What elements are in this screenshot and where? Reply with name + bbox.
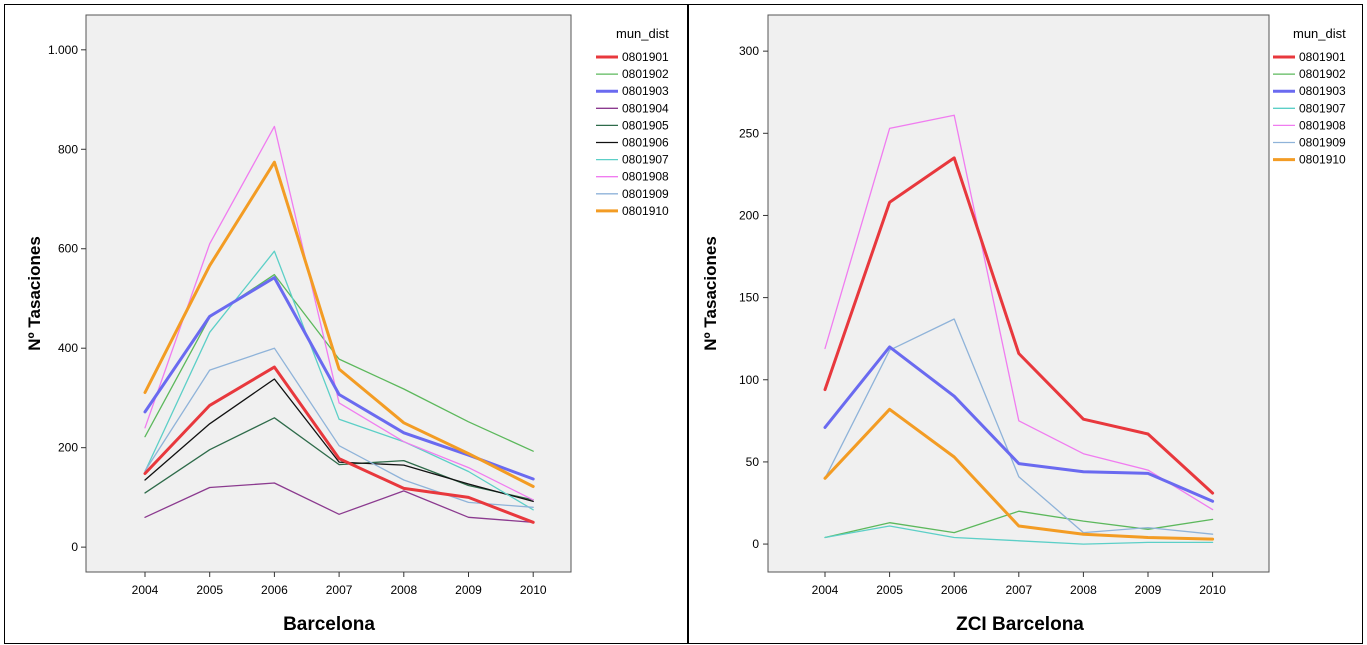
plot-area — [767, 14, 1270, 573]
legend-label-0801902: 0801902 — [1299, 67, 1346, 81]
legend-label-0801903: 0801903 — [1299, 84, 1346, 98]
x-tick-label: 2004 — [132, 583, 159, 597]
series-line-0801907 — [824, 525, 1214, 545]
series-line-0801901 — [143, 365, 535, 524]
x-tick-label: 2008 — [1070, 583, 1097, 597]
series-line-0801905 — [144, 417, 534, 501]
legend-label-0801904: 0801904 — [622, 101, 669, 115]
legend-label-0801908: 0801908 — [1299, 118, 1346, 132]
chart-caption: Barcelona — [283, 614, 375, 635]
y-tick-label: 0 — [752, 537, 759, 551]
x-tick-label: 2006 — [261, 583, 288, 597]
chart-caption: ZCI Barcelona — [956, 614, 1084, 635]
legend-label-0801906: 0801906 — [622, 136, 669, 150]
panel-divider — [687, 4, 689, 644]
legend-label-0801909: 0801909 — [1299, 136, 1346, 150]
x-tick-label: 2004 — [812, 583, 839, 597]
y-tick-label: 400 — [58, 341, 78, 355]
y-tick-label: 300 — [739, 44, 759, 58]
legend-label-0801910: 0801910 — [622, 204, 669, 218]
legend-label-0801910: 0801910 — [1299, 153, 1346, 167]
legend-label-0801901: 0801901 — [1299, 50, 1346, 64]
legend-label-0801903: 0801903 — [622, 84, 669, 98]
y-tick-label: 800 — [58, 142, 78, 156]
x-tick-label: 2005 — [196, 583, 223, 597]
y-tick-label: 200 — [58, 441, 78, 455]
plot-area — [85, 14, 572, 573]
legend-title: mun_dist — [616, 26, 669, 41]
y-tick-label: 600 — [58, 242, 78, 256]
series-line-0801908 — [824, 114, 1214, 511]
legend-label-0801908: 0801908 — [622, 170, 669, 184]
series-line-0801903 — [823, 345, 1215, 503]
legend-label-0801909: 0801909 — [622, 187, 669, 201]
legend-label-0801907: 0801907 — [1299, 101, 1346, 115]
x-tick-label: 2006 — [941, 583, 968, 597]
series-group — [823, 114, 1215, 545]
figure-frame — [4, 4, 1363, 644]
series-line-0801910 — [143, 160, 535, 488]
legend-label-0801902: 0801902 — [622, 67, 669, 81]
y-tick-label: 250 — [739, 126, 759, 140]
y-tick-label: 1.000 — [48, 43, 78, 57]
y-axis-title: Nº Tasaciones — [25, 236, 44, 351]
x-tick-label: 2010 — [520, 583, 547, 597]
y-tick-label: 50 — [746, 455, 760, 469]
x-tick-label: 2007 — [326, 583, 353, 597]
legend-label-0801905: 0801905 — [622, 118, 669, 132]
legend-label-0801901: 0801901 — [622, 50, 669, 64]
series-line-0801907 — [144, 250, 534, 511]
y-tick-label: 0 — [71, 540, 78, 554]
x-tick-label: 2009 — [1135, 583, 1162, 597]
series-line-0801909 — [144, 347, 534, 508]
y-axis-title: Nº Tasaciones — [701, 236, 720, 351]
chart-zci-barcelona: 0 50 100 150 200 250 300 2004 2005 2006 2007 2008 20… — [701, 14, 1346, 635]
series-line-0801906 — [144, 378, 534, 503]
x-tick-label: 2009 — [455, 583, 482, 597]
series-line-0801908 — [144, 125, 534, 501]
series-group — [143, 125, 535, 524]
y-tick-label: 100 — [739, 373, 759, 387]
y-tick-label: 150 — [739, 291, 759, 305]
chart-barcelona: 0 200 400 600 800 1.000 2004 2005 2006 2007 2008 20… — [25, 14, 669, 635]
series-line-0801901 — [823, 156, 1215, 495]
series-line-0801910 — [823, 407, 1215, 541]
y-tick-label: 200 — [739, 208, 759, 222]
x-tick-label: 2007 — [1005, 583, 1032, 597]
legend-label-0801907: 0801907 — [622, 153, 669, 167]
series-line-0801904 — [144, 482, 534, 523]
x-tick-label: 2010 — [1199, 583, 1226, 597]
legend-title: mun_dist — [1293, 26, 1346, 41]
x-tick-label: 2005 — [876, 583, 903, 597]
series-line-0801909 — [824, 318, 1214, 535]
x-tick-label: 2008 — [390, 583, 417, 597]
series-line-0801902 — [824, 510, 1214, 539]
